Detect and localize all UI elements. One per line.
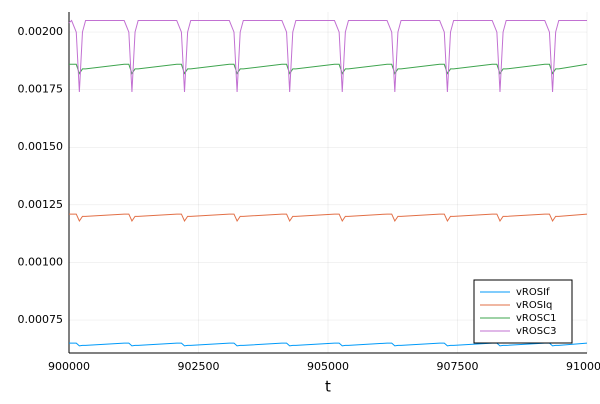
y-tick-label: 0.00150 xyxy=(18,140,64,153)
legend-label: vROSC1 xyxy=(516,313,556,324)
series-line xyxy=(69,213,588,223)
y-tick-label: 0.00125 xyxy=(18,198,64,211)
x-tick-label: 905000 xyxy=(307,360,349,373)
y-tick-label: 0.00075 xyxy=(18,313,64,326)
series-line xyxy=(69,342,588,347)
series-line xyxy=(68,19,587,92)
legend-label: vROSC3 xyxy=(516,326,556,337)
x-tick-label: 900000 xyxy=(48,360,90,373)
x-tick-label: 907500 xyxy=(437,360,479,373)
legend-label: vROSIf xyxy=(516,287,550,298)
y-tick-label: 0.00175 xyxy=(18,83,64,96)
legend-box xyxy=(473,279,573,344)
x-axis-label: t xyxy=(325,378,331,396)
y-tick-label: 0.00200 xyxy=(18,25,64,38)
y-tick-label: 0.00100 xyxy=(18,255,64,268)
legend-label: vROSIq xyxy=(516,300,552,311)
x-tick-label: 902500 xyxy=(178,360,220,373)
